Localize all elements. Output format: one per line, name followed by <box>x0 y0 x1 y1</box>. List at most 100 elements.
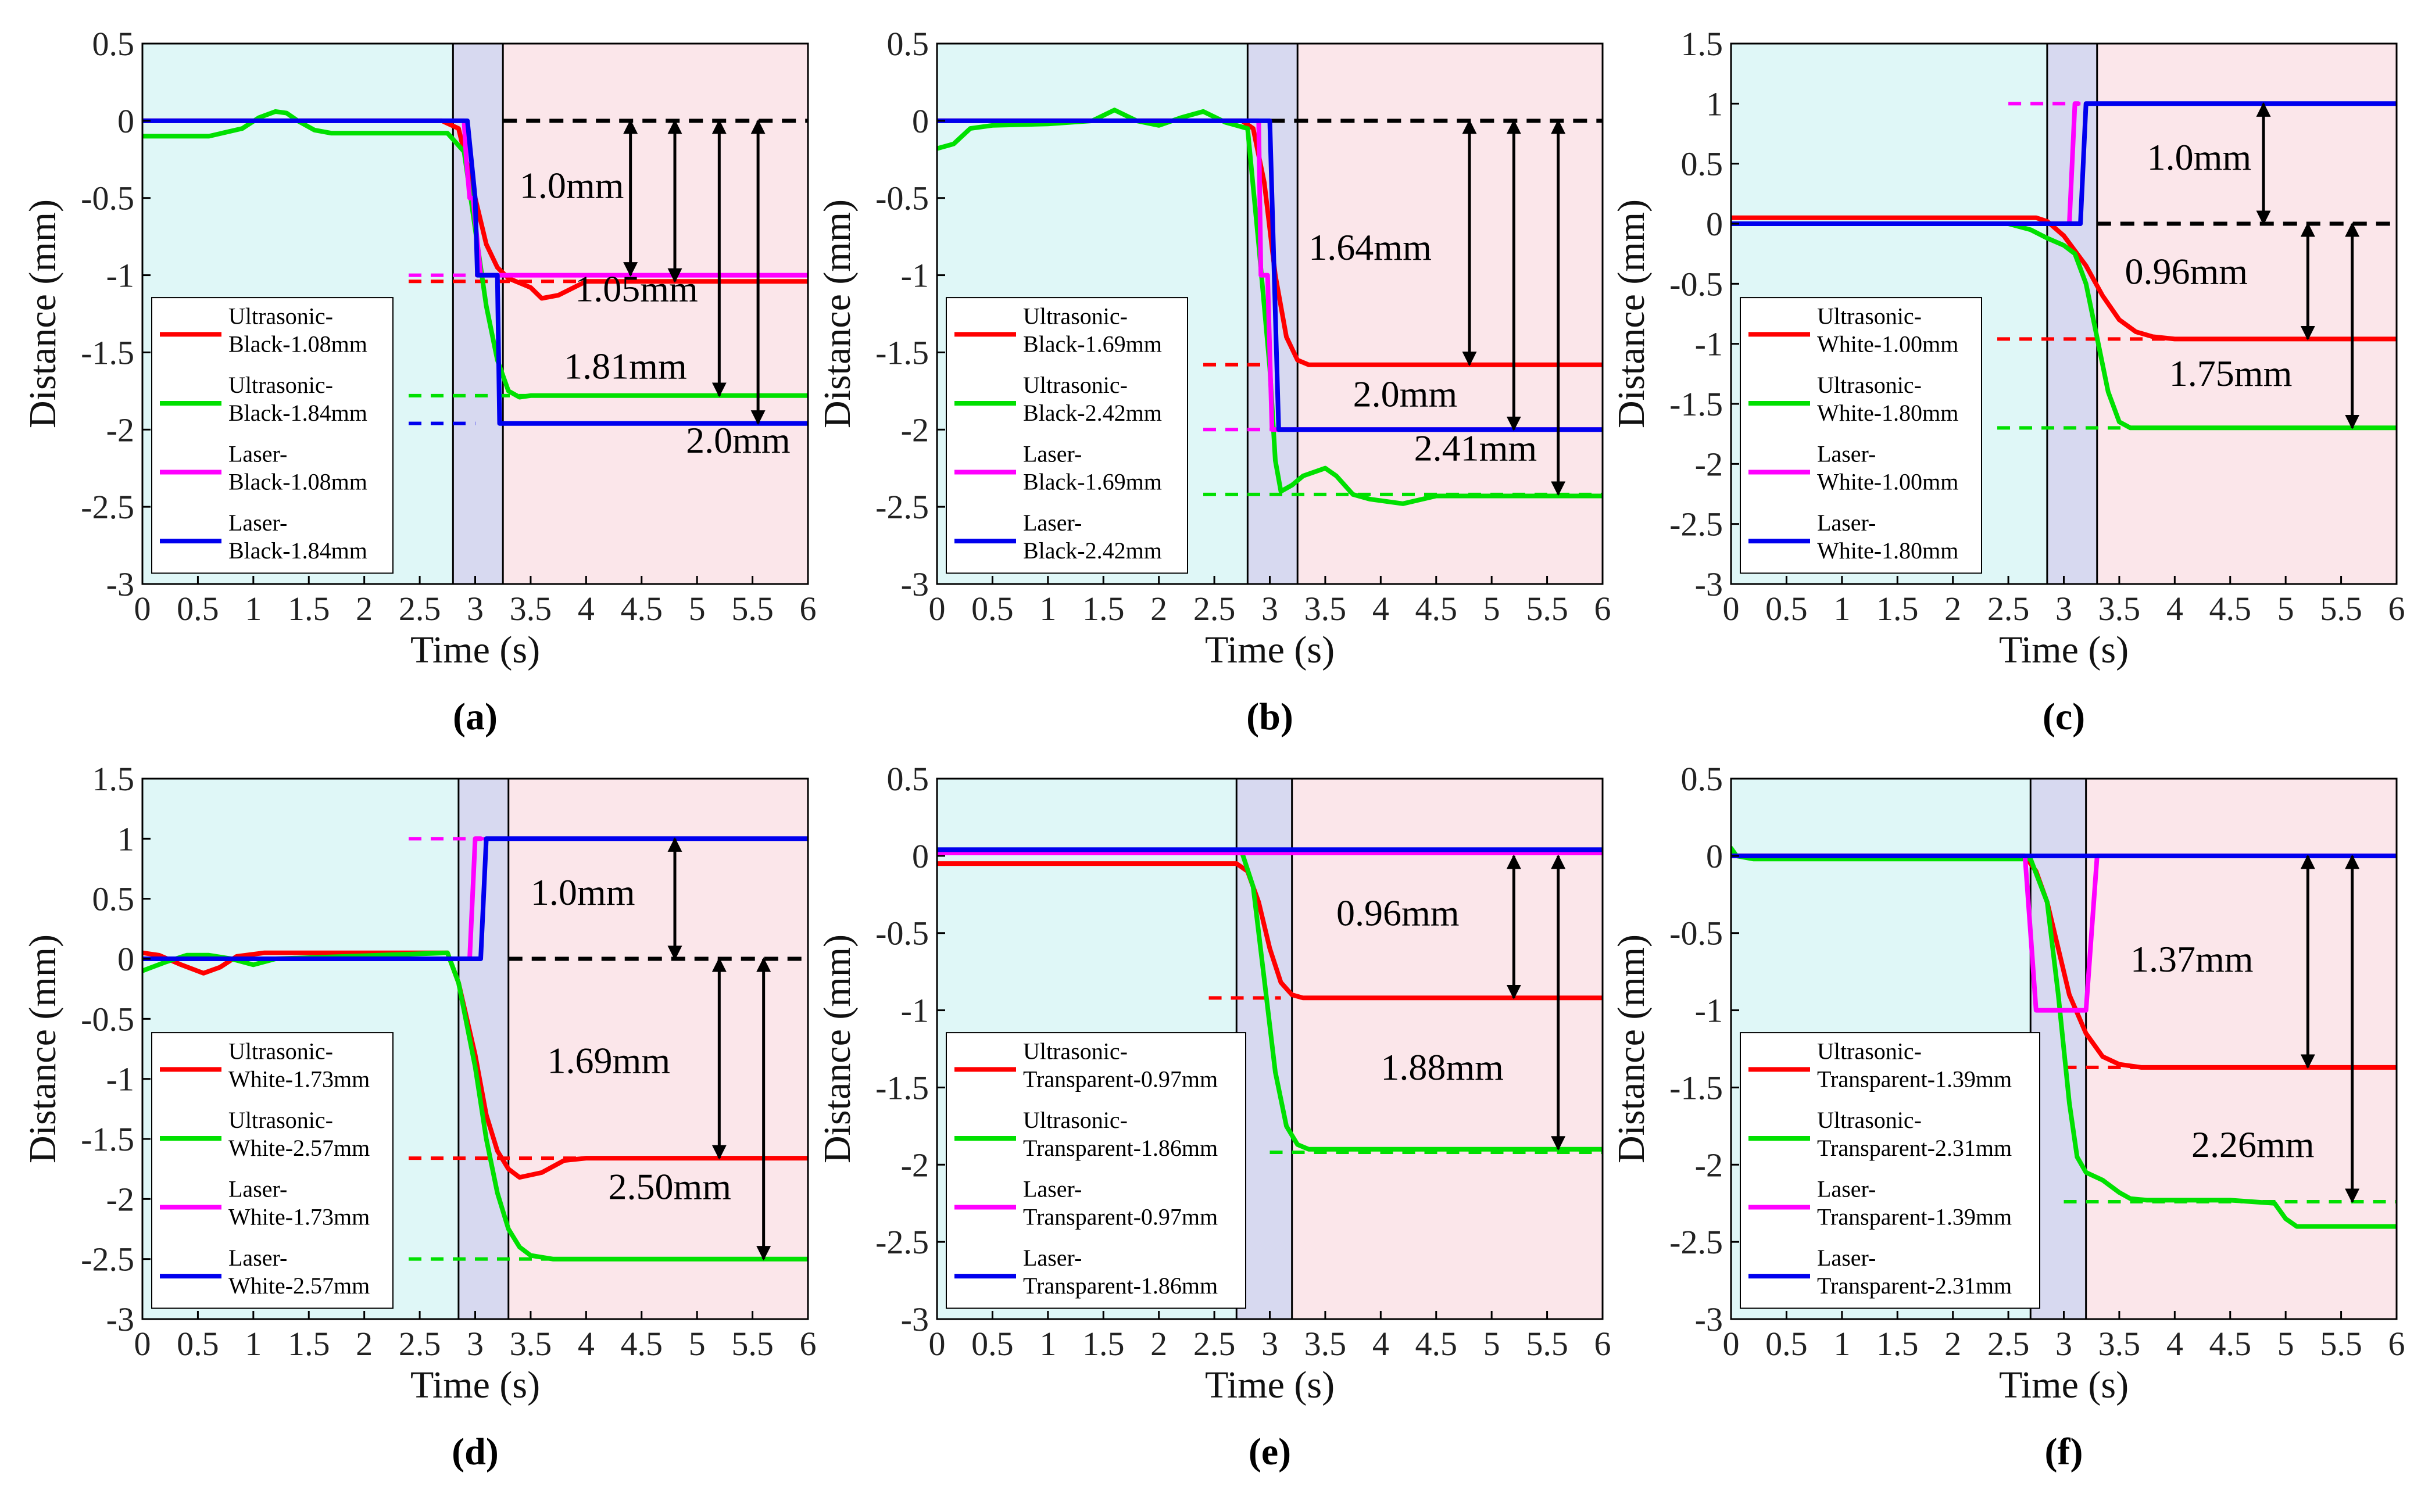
y-tick-label: -2 <box>106 411 134 449</box>
x-tick-label: 6 <box>1594 590 1611 628</box>
series-line-2 <box>937 108 1603 506</box>
x-tick-label: 0 <box>929 590 946 628</box>
x-tick-label: 2 <box>1150 1325 1167 1363</box>
chart-panel-1: 1.0mm1.05mm1.81mm2.0mmUltrasonic-Black-1… <box>22 25 817 738</box>
legend-label-line1: Laser- <box>228 1245 287 1271</box>
y-tick-label: 0 <box>912 837 929 875</box>
y-tick-label: 0.5 <box>92 25 135 63</box>
legend: Ultrasonic-Black-1.08mmUltrasonic-Black-… <box>151 297 394 574</box>
legend-label-line2: White-1.73mm <box>228 1066 370 1092</box>
y-tick-label: -3 <box>901 565 929 603</box>
legend-label-line1: Ultrasonic- <box>228 303 333 329</box>
series-line-1 <box>937 861 1603 1001</box>
x-tick-label: 6 <box>800 590 817 628</box>
series-line-2 <box>937 850 1603 1152</box>
x-tick-label: 1.5 <box>288 1325 330 1363</box>
y-tick-label: 0.5 <box>887 760 929 798</box>
y-tick-label: -2 <box>901 411 929 449</box>
legend-label-line1: Ultrasonic- <box>1023 372 1128 398</box>
x-tick-label: 2.5 <box>399 1325 441 1363</box>
x-tick-label: 5 <box>1483 590 1500 628</box>
measure-label-2: 2.0mm <box>1353 373 1458 414</box>
legend: Ultrasonic-Transparent-0.97mmUltrasonic-… <box>946 1032 1246 1309</box>
legend-box <box>1740 297 1982 574</box>
panel-label: (f) <box>2045 1431 2083 1473</box>
y-tick-label: -2 <box>1695 1146 1723 1184</box>
x-tick-label: 4 <box>1372 590 1389 628</box>
legend-label-line2: Black-1.08mm <box>228 469 367 495</box>
x-tick-label: 0.5 <box>1765 1325 1808 1363</box>
chart-panel-5: 0.96mm1.88mmUltrasonic-Transparent-0.97m… <box>816 760 1611 1473</box>
y-axis-label: Distance (mm) <box>22 934 64 1163</box>
y-tick-label: -3 <box>1695 1300 1723 1338</box>
x-tick-label: 5 <box>2277 1325 2294 1363</box>
series-group <box>1731 845 2397 1229</box>
series-line-1 <box>1731 215 2397 342</box>
x-tick-label: 5.5 <box>731 590 774 628</box>
x-tick-label: 0.5 <box>177 590 219 628</box>
x-tick-label: 3.5 <box>1304 590 1347 628</box>
legend-label-line2: Transparent-1.86mm <box>1023 1273 1218 1299</box>
y-tick-label: -2 <box>1695 445 1723 483</box>
y-tick-label: 0.5 <box>1681 145 1723 183</box>
legend-label-line2: Black-1.84mm <box>228 400 367 426</box>
measure-label-1: 1.0mm <box>531 872 635 913</box>
x-tick-label: 4.5 <box>1415 1325 1458 1363</box>
phase-region-3 <box>2086 779 2397 1319</box>
x-tick-label: 4 <box>2166 1325 2183 1363</box>
legend-label-line2: White-1.73mm <box>228 1204 370 1230</box>
panel-label: (c) <box>2043 696 2085 738</box>
legend-label-line1: Laser- <box>1023 1176 1082 1202</box>
legend-label-line1: Ultrasonic- <box>228 372 333 398</box>
legend-label-line1: Ultrasonic- <box>228 1107 333 1133</box>
y-tick-label: 1.5 <box>1681 25 1723 63</box>
x-tick-label: 0.5 <box>971 1325 1014 1363</box>
series-line-2 <box>1731 221 2397 431</box>
x-tick-label: 1.5 <box>1082 590 1125 628</box>
x-tick-label: 0 <box>1723 1325 1740 1363</box>
y-tick-label: -2.5 <box>875 1223 929 1261</box>
y-tick-label: 0 <box>117 940 134 978</box>
legend-label-line1: Laser- <box>228 441 287 467</box>
y-tick-label: -0.5 <box>1669 265 1723 303</box>
x-tick-label: 1.5 <box>1876 1325 1919 1363</box>
x-tick-label: 1 <box>1039 590 1056 628</box>
y-tick-label: 0 <box>912 102 929 140</box>
y-tick-label: 1 <box>117 820 134 858</box>
legend-label-line1: Laser- <box>1817 1176 1876 1202</box>
measure-label-2: 1.88mm <box>1381 1047 1504 1088</box>
legend-label-line1: Laser- <box>1023 510 1082 536</box>
y-tick-label: 1 <box>1706 85 1723 123</box>
legend-label-line1: Ultrasonic- <box>1023 1038 1128 1064</box>
y-tick-label: -3 <box>106 1300 134 1338</box>
legend-label-line2: White-1.00mm <box>1817 469 1958 495</box>
x-axis-label: Time (s) <box>1999 1364 2129 1406</box>
panel-label: (a) <box>453 696 498 738</box>
y-tick-label: -1.5 <box>81 1120 134 1158</box>
x-tick-label: 4.5 <box>2209 1325 2252 1363</box>
y-tick-label: -2 <box>106 1180 134 1218</box>
y-tick-label: 0.5 <box>887 25 929 63</box>
x-tick-label: 6 <box>2388 590 2405 628</box>
x-tick-label: 4 <box>2166 590 2183 628</box>
y-tick-label: -2.5 <box>81 1241 134 1278</box>
y-tick-label: -1.5 <box>1669 1069 1723 1106</box>
panel-label: (d) <box>452 1431 499 1473</box>
x-tick-label: 4 <box>578 1325 595 1363</box>
panel-label: (e) <box>1249 1431 1291 1473</box>
x-axis-label: Time (s) <box>410 1364 540 1406</box>
y-tick-label: -1.5 <box>81 334 134 371</box>
legend-label-line1: Laser- <box>228 510 287 536</box>
y-axis-label: Distance (mm) <box>816 199 859 428</box>
x-tick-label: 0.5 <box>1765 590 1808 628</box>
x-tick-label: 0 <box>134 1325 151 1363</box>
y-tick-label: -2.5 <box>875 488 929 526</box>
measure-label-1: 1.0mm <box>2147 137 2252 178</box>
legend-label-line2: Black-1.69mm <box>1023 469 1162 495</box>
legend-label-line2: Transparent-1.39mm <box>1817 1066 2012 1092</box>
x-tick-label: 5.5 <box>1526 1325 1568 1363</box>
y-tick-label: -1.5 <box>875 1069 929 1106</box>
legend-box <box>946 297 1188 574</box>
legend-label-line2: White-1.00mm <box>1817 331 1958 357</box>
